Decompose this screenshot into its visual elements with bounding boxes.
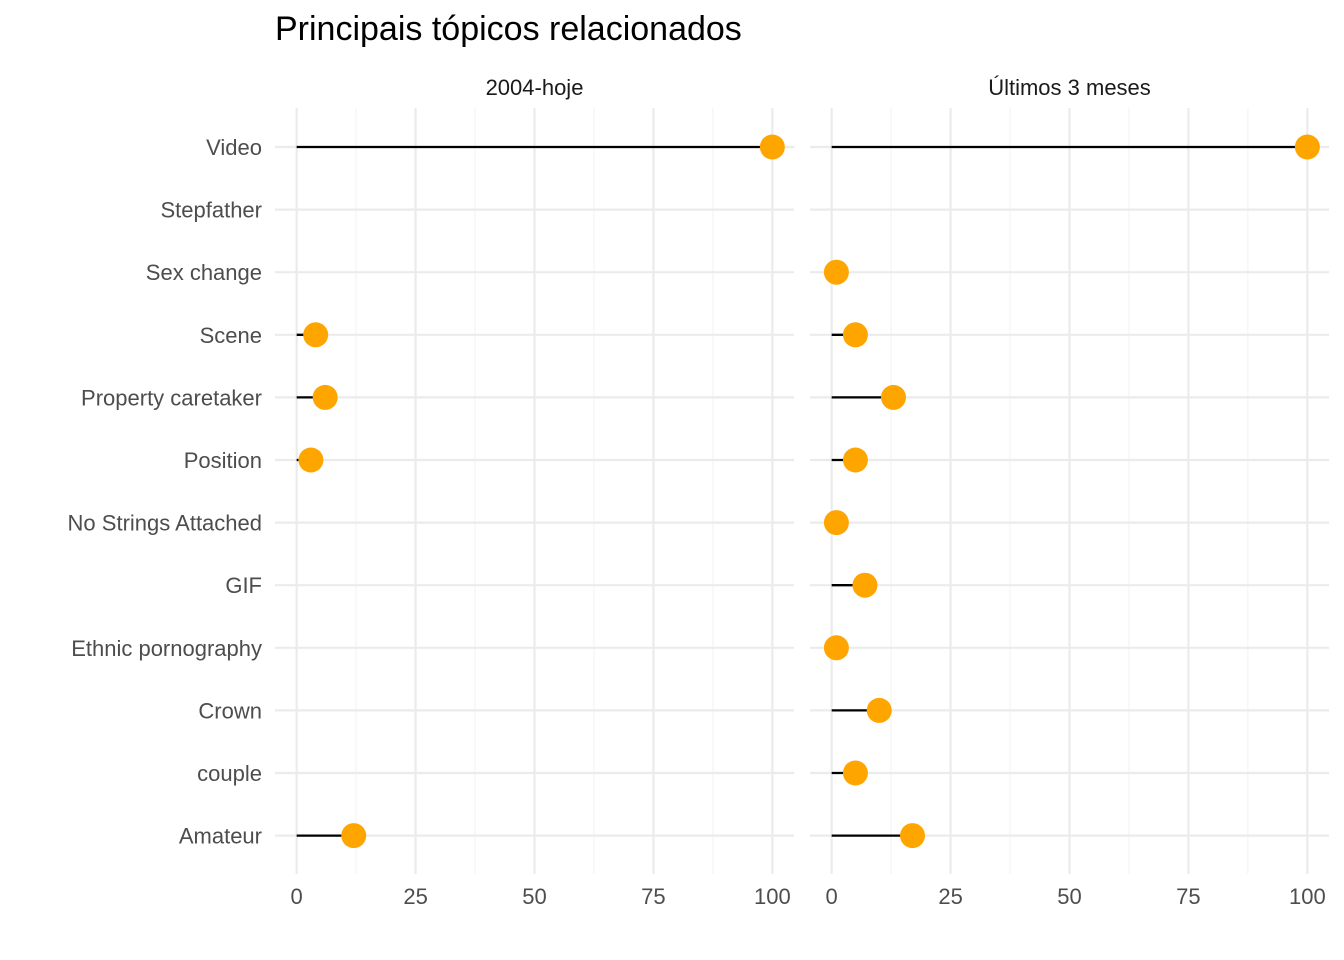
panel-1: Últimos 3 meses 0 25 50 75 100 — [810, 75, 1329, 909]
lollipop-point — [842, 322, 868, 348]
y-category-label: GIF — [225, 573, 262, 598]
lollipop-point — [298, 447, 324, 473]
lollipop-point — [303, 322, 329, 348]
lollipop-point — [823, 635, 849, 661]
y-category-label: No Strings Attached — [68, 511, 262, 536]
y-category-label: Position — [184, 448, 262, 473]
y-category-label: Video — [206, 135, 262, 160]
lollipop-point — [880, 384, 906, 410]
x-tick-label: 0 — [826, 884, 838, 909]
lollipop-point — [852, 572, 878, 598]
panel-strip-label: 2004-hoje — [486, 75, 584, 100]
y-category-label: Stepfather — [160, 198, 262, 223]
chart-title: Principais tópicos relacionados — [275, 10, 742, 48]
lollipop-point — [823, 510, 849, 536]
x-tick-label: 100 — [754, 884, 791, 909]
x-tick-label: 25 — [938, 884, 962, 909]
y-category-label: Scene — [200, 323, 262, 348]
x-tick-label: 50 — [1057, 884, 1081, 909]
x-tick-label: 25 — [403, 884, 427, 909]
y-category-label: Crown — [198, 698, 262, 723]
x-tick-label: 0 — [291, 884, 303, 909]
y-category-label: couple — [197, 761, 262, 786]
lollipop-point — [823, 259, 849, 285]
lollipop-point — [312, 384, 338, 410]
y-category-label: Amateur — [179, 824, 262, 849]
chart-panels: 2004-hoje 0 25 50 75 100 Últimos 3 meses 0 25 50 7… — [275, 75, 1329, 909]
panel-strip-label: Últimos 3 meses — [988, 75, 1151, 100]
y-category-label: Sex change — [146, 260, 262, 285]
lollipop-point — [759, 134, 785, 160]
y-category-label: Ethnic pornography — [71, 636, 262, 661]
lollipop-point — [341, 823, 367, 849]
lollipop-point — [842, 447, 868, 473]
x-tick-label: 50 — [522, 884, 546, 909]
lollipop-point — [866, 697, 892, 723]
x-tick-label: 75 — [641, 884, 665, 909]
y-axis-labels: Video Stepfather Sex change Scene Property c… — [68, 135, 262, 849]
panel-0: 2004-hoje 0 25 50 75 100 — [275, 75, 794, 909]
lollipop-point — [1294, 134, 1320, 160]
x-tick-label: 100 — [1289, 884, 1326, 909]
lollipop-point — [900, 823, 926, 849]
x-tick-label: 75 — [1176, 884, 1200, 909]
y-category-label: Property caretaker — [81, 385, 262, 410]
lollipop-point — [842, 760, 868, 786]
